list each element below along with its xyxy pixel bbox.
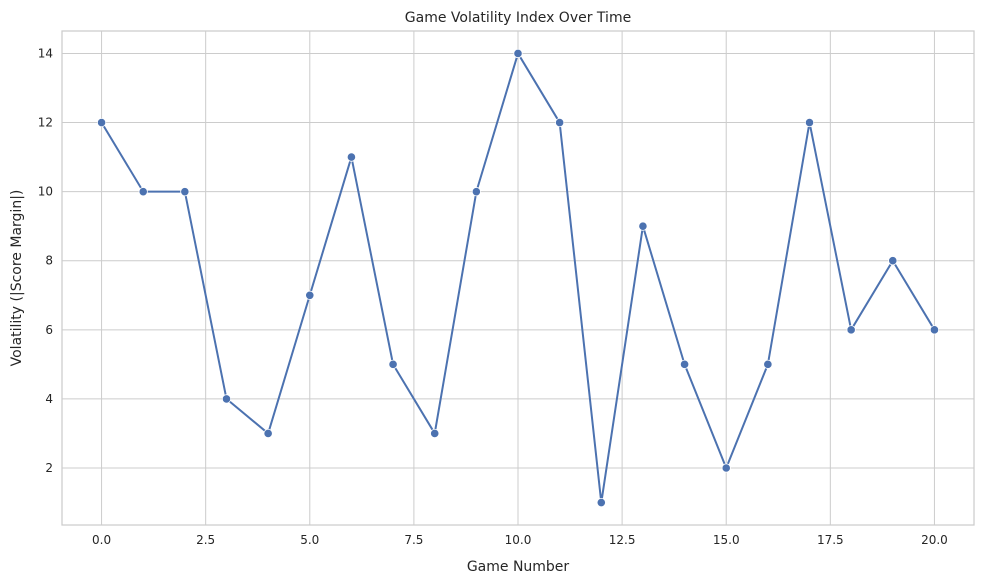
x-tick-label: 10.0 — [505, 533, 532, 547]
data-point — [263, 428, 273, 439]
chart-title: Game Volatility Index Over Time — [405, 10, 631, 26]
data-point — [929, 325, 940, 335]
data-point — [346, 152, 357, 162]
y-tick-label: 8 — [45, 254, 53, 268]
tick-labels: 0.0 2.5 5.0 7.5 10.0 12.5 15.0 17.5 20.0 2 4 6 8 10 12… — [38, 46, 948, 547]
x-tick-label: 15.0 — [713, 533, 740, 547]
data-point — [471, 187, 481, 197]
data-point — [180, 187, 190, 197]
grid-lines — [62, 31, 974, 525]
x-tick-label: 7.5 — [404, 533, 423, 547]
y-tick-label: 4 — [45, 392, 53, 406]
x-tick-label: 0.0 — [92, 533, 111, 547]
y-tick-label: 6 — [45, 323, 53, 337]
y-axis-label: Volatility (|Score Margin|) — [9, 190, 25, 367]
x-tick-label: 5.0 — [300, 533, 319, 547]
data-point — [430, 428, 440, 439]
data-point — [138, 187, 148, 197]
data-point — [96, 117, 107, 128]
data-point — [596, 497, 606, 508]
y-tick-label: 2 — [45, 461, 53, 475]
data-point — [513, 48, 523, 59]
y-tick-label: 10 — [38, 185, 53, 199]
data-point — [638, 221, 648, 231]
x-tick-label: 20.0 — [921, 533, 948, 547]
data-point — [305, 290, 315, 300]
x-tick-label: 17.5 — [817, 533, 844, 547]
series-layer — [96, 48, 940, 508]
data-point — [721, 463, 731, 473]
plot-frame — [61, 30, 975, 526]
data-point — [763, 359, 773, 369]
y-tick-label: 14 — [38, 46, 53, 60]
data-point — [888, 256, 898, 266]
data-point — [221, 394, 232, 404]
data-point — [846, 325, 856, 335]
data-point — [555, 117, 565, 128]
x-axis-label: Game Number — [467, 559, 570, 575]
x-tick-label: 12.5 — [609, 533, 636, 547]
data-point — [679, 359, 690, 369]
x-tick-label: 2.5 — [196, 533, 215, 547]
data-point — [804, 117, 815, 128]
y-tick-label: 12 — [38, 116, 53, 130]
data-point — [388, 359, 398, 369]
